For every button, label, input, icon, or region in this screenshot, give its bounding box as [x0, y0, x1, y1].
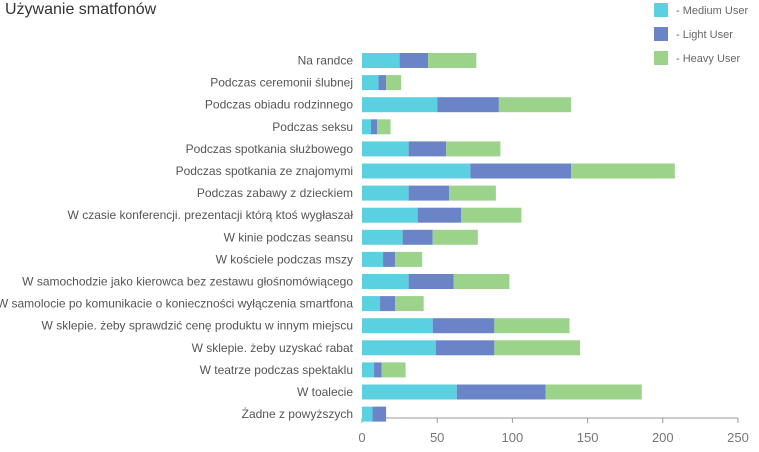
category-label: W toalecie	[297, 385, 353, 399]
category-label: W sklepie. żeby uzyskać rabat	[192, 341, 354, 355]
bar-light-user[interactable]	[408, 185, 450, 201]
category-label: Podczas ceremonii ślubnej	[210, 76, 353, 90]
bar-heavy-user[interactable]	[395, 296, 424, 312]
category-label: W kinie podczas seansu	[224, 230, 353, 244]
bar-heavy-user[interactable]	[395, 251, 423, 267]
bar-light-user[interactable]	[399, 53, 429, 68]
legend-label: - Light User	[676, 29, 733, 41]
bar-light-user[interactable]	[408, 274, 454, 289]
bar-heavy-user[interactable]	[545, 384, 642, 400]
bar-light-user[interactable]	[432, 318, 495, 334]
x-tick-label: 250	[727, 430, 749, 445]
legend-swatch	[654, 27, 668, 41]
bar-medium-user[interactable]	[362, 97, 438, 113]
category-label: Podczas obiadu rodzinnego	[205, 98, 353, 112]
bar-heavy-user[interactable]	[446, 141, 501, 157]
bar-heavy-user[interactable]	[571, 163, 675, 179]
bar-medium-user[interactable]	[362, 119, 372, 135]
bar-light-user[interactable]	[437, 97, 499, 113]
bar-heavy-user[interactable]	[494, 318, 570, 334]
bar-medium-user[interactable]	[362, 296, 381, 312]
legend-label: - Medium User	[676, 5, 748, 17]
bar-heavy-user[interactable]	[377, 119, 391, 135]
bar-light-user[interactable]	[383, 251, 396, 267]
bar-medium-user[interactable]	[362, 229, 403, 245]
bar-medium-user[interactable]	[362, 53, 400, 68]
bar-heavy-user[interactable]	[432, 229, 478, 245]
bar-medium-user[interactable]	[362, 406, 373, 422]
bar-light-user[interactable]	[372, 406, 387, 422]
bar-light-user[interactable]	[456, 384, 546, 400]
bar-medium-user[interactable]	[362, 141, 409, 157]
bar-light-user[interactable]	[435, 340, 495, 356]
category-label: Podczas seksu	[272, 120, 353, 134]
bar-heavy-user[interactable]	[498, 97, 572, 113]
category-label: W kościele podczas mszy	[216, 252, 353, 266]
category-label: Podczas spotkania ze znajomymi	[176, 164, 353, 178]
category-label: W teatrze podczas spektaklu	[200, 363, 353, 377]
bar-medium-user[interactable]	[362, 340, 436, 356]
bar-heavy-user[interactable]	[461, 207, 522, 223]
bar-medium-user[interactable]	[362, 251, 384, 267]
legend-swatch	[654, 3, 668, 17]
bar-heavy-user[interactable]	[381, 362, 406, 378]
chart-title: Używanie smatfonów	[5, 1, 157, 18]
bar-medium-user[interactable]	[362, 384, 457, 400]
x-tick-label: 0	[358, 430, 365, 445]
bar-light-user[interactable]	[371, 119, 378, 135]
bar-light-user[interactable]	[408, 141, 447, 157]
legend-label: - Heavy User	[676, 53, 741, 65]
category-label: W sklepie. żeby sprawdzić cenę produktu …	[42, 319, 353, 333]
category-label: Żadne z powyższych	[242, 407, 353, 421]
bar-light-user[interactable]	[417, 207, 462, 223]
bar-medium-user[interactable]	[362, 318, 433, 334]
x-tick-label: 200	[652, 430, 674, 445]
bar-medium-user[interactable]	[362, 163, 471, 179]
category-label: W samochodzie jako kierowca bez zestawu …	[22, 275, 353, 289]
bar-heavy-user[interactable]	[453, 274, 510, 289]
x-tick-label: 150	[577, 430, 599, 445]
bar-medium-user[interactable]	[362, 207, 418, 223]
bar-heavy-user[interactable]	[428, 53, 477, 68]
x-tick-label: 50	[430, 430, 444, 445]
bar-medium-user[interactable]	[362, 185, 409, 201]
category-label: W czasie konferencji. prezentacji którą …	[68, 208, 354, 222]
category-label: W samolocie po komunikacie o koniecznośc…	[0, 297, 353, 311]
x-tick-label: 100	[502, 430, 524, 445]
legend-swatch	[654, 51, 668, 65]
bar-heavy-user[interactable]	[449, 185, 496, 201]
bar-light-user[interactable]	[380, 296, 396, 312]
bar-medium-user[interactable]	[362, 274, 409, 289]
category-label: Podczas zabawy z dzieckiem	[197, 186, 353, 200]
bar-light-user[interactable]	[378, 75, 387, 91]
bar-heavy-user[interactable]	[494, 340, 581, 356]
bar-medium-user[interactable]	[362, 75, 379, 91]
category-label: Podczas spotkania służbowego	[186, 142, 354, 156]
category-label: Na randce	[298, 54, 354, 68]
bar-light-user[interactable]	[374, 362, 382, 378]
bar-medium-user[interactable]	[362, 362, 375, 378]
bar-light-user[interactable]	[470, 163, 572, 179]
bar-heavy-user[interactable]	[386, 75, 402, 91]
bar-light-user[interactable]	[402, 229, 433, 245]
